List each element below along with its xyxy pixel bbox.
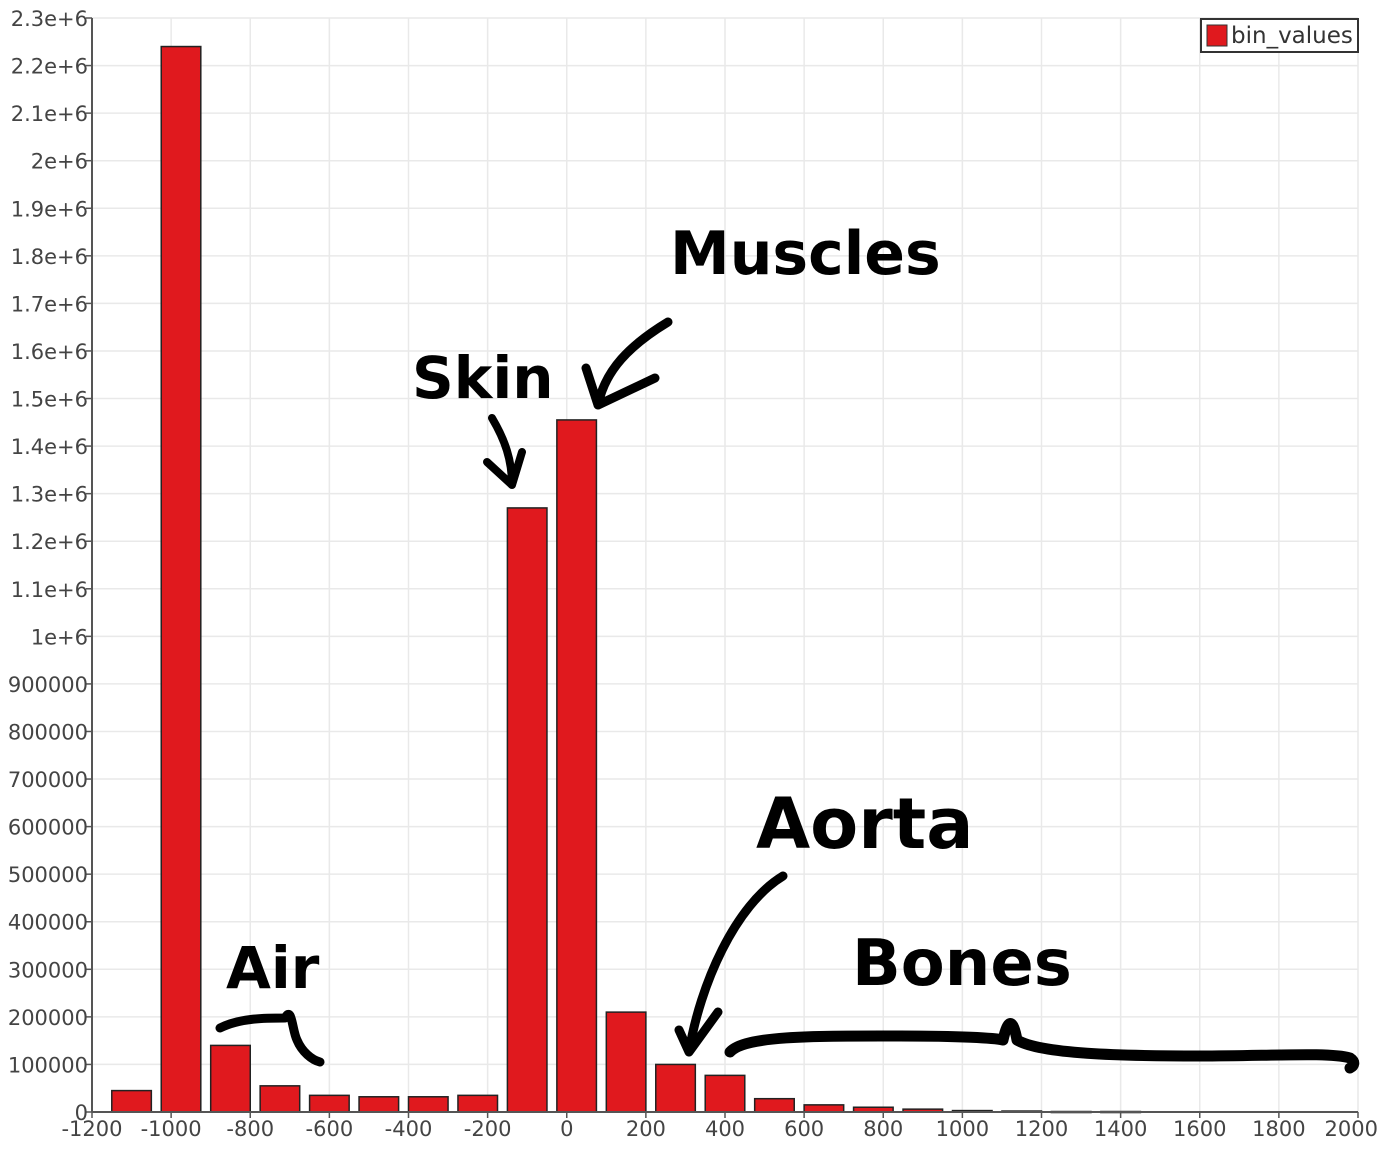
y-tick-label: 200000 <box>8 1006 88 1030</box>
bar <box>259 1085 301 1113</box>
bar <box>655 1063 697 1113</box>
annotation-muscles: Muscles <box>581 219 941 410</box>
bar <box>803 1104 845 1113</box>
y-tick-label: 2.3e+6 <box>11 7 88 31</box>
axes <box>86 17 1359 1118</box>
bar <box>457 1094 499 1113</box>
annotation-aorta-text: Aorta <box>756 783 974 865</box>
bar <box>160 45 202 1113</box>
annotation-skin-text: Skin <box>412 344 554 412</box>
y-tick-label: 800000 <box>8 720 88 744</box>
bar <box>358 1096 400 1113</box>
annotation-bones: Bones <box>724 927 1360 1074</box>
annotation-air: Air <box>215 934 325 1067</box>
x-tick-label: 1800 <box>1252 1117 1305 1141</box>
x-tick-label: 2000 <box>1325 1117 1378 1141</box>
y-tick-label: 300000 <box>8 958 88 982</box>
legend-swatch <box>1206 24 1228 47</box>
tick-labels: 0 100000 200000 300000 400000 500000 600000 700… <box>8 7 1378 1141</box>
y-tick-label: 600000 <box>8 816 88 840</box>
bar <box>556 419 598 1113</box>
x-tick-label: 0 <box>560 1117 573 1141</box>
bars <box>111 45 1142 1114</box>
legend: bin_values <box>1200 18 1359 53</box>
annotation-aorta: Aorta <box>674 783 974 1057</box>
brace-bones <box>724 1018 1360 1074</box>
y-tick-label: 700000 <box>8 768 88 792</box>
y-tick-label: 1.2e+6 <box>11 530 88 554</box>
annotation-air-text: Air <box>226 934 320 1002</box>
bar <box>605 1011 647 1113</box>
y-tick-label: 1.8e+6 <box>11 245 88 269</box>
y-tick-label: 1e+6 <box>31 625 88 649</box>
annotation-bones-text: Bones <box>852 927 1072 1001</box>
x-tick-label: 1200 <box>1015 1117 1068 1141</box>
y-tick-label: 900000 <box>8 673 88 697</box>
y-tick-label: 2.2e+6 <box>11 55 88 79</box>
x-tick-label: -1000 <box>141 1117 202 1141</box>
y-tick-label: 1.4e+6 <box>11 435 88 459</box>
arrow-aorta <box>674 871 788 1057</box>
brace-air <box>215 1010 325 1067</box>
bar <box>506 507 548 1113</box>
y-tick-label: 2e+6 <box>31 150 88 174</box>
x-tick-label: -600 <box>306 1117 354 1141</box>
bar <box>111 1089 153 1113</box>
legend-label: bin_values <box>1231 23 1353 49</box>
arrow-muscles <box>581 317 673 410</box>
bar <box>308 1094 350 1113</box>
bar <box>209 1044 251 1113</box>
bar <box>753 1097 795 1113</box>
x-tick-label: 600 <box>784 1117 824 1141</box>
bar <box>704 1074 746 1113</box>
x-tick-label: 1000 <box>936 1117 989 1141</box>
y-tick-label: 400000 <box>8 911 88 935</box>
y-tick-label: 0 <box>75 1101 88 1125</box>
annotation-skin: Skin <box>412 344 554 489</box>
y-tick-label: 1.7e+6 <box>11 292 88 316</box>
bar <box>407 1096 449 1113</box>
y-tick-label: 1.6e+6 <box>11 340 88 364</box>
x-tick-label: -200 <box>464 1117 512 1141</box>
y-tick-label: 500000 <box>8 863 88 887</box>
y-tick-label: 2.1e+6 <box>11 102 88 126</box>
x-tick-label: 200 <box>626 1117 666 1141</box>
x-tick-label: 1600 <box>1173 1117 1226 1141</box>
y-tick-label: 1.1e+6 <box>11 578 88 602</box>
arrow-skin <box>483 414 526 489</box>
x-tick-label: 800 <box>863 1117 903 1141</box>
x-tick-label: 1400 <box>1094 1117 1147 1141</box>
x-tick-label: -800 <box>226 1117 274 1141</box>
x-tick-label: 400 <box>705 1117 745 1141</box>
handwritten-annotations: Muscles Skin Air Aorta Bones <box>215 219 1360 1074</box>
x-tick-label: -400 <box>385 1117 433 1141</box>
annotation-muscles-text: Muscles <box>670 219 941 289</box>
y-tick-label: 1.5e+6 <box>11 388 88 412</box>
y-tick-label: 100000 <box>8 1053 88 1077</box>
y-tick-label: 1.9e+6 <box>11 197 88 221</box>
x-tick-label: -1200 <box>61 1117 122 1141</box>
y-tick-label: 1.3e+6 <box>11 483 88 507</box>
